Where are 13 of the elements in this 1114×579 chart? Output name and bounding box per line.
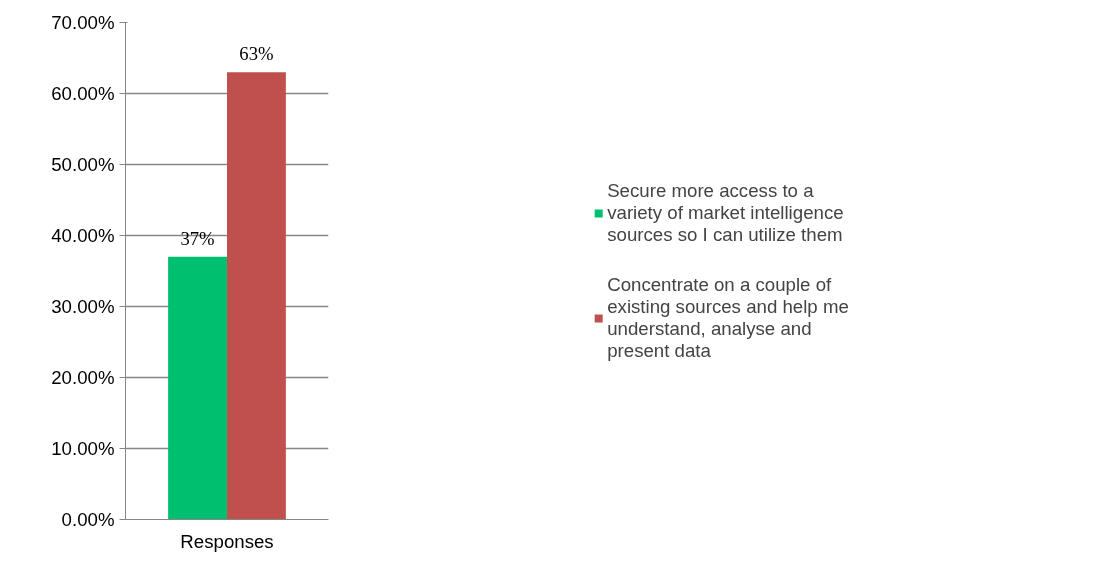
x-tick-label: Responses [180,530,274,552]
data-label: 63% [239,43,274,65]
y-tick-label: 20.00% [51,367,115,388]
y-tick-label: 70.00% [51,12,115,33]
legend-label: Secure more access to a variety of market intelligence sources so I can utilize them [607,179,844,246]
legend-label: Concentrate on a couple of existing sources and help me understand, analyse and present data [607,273,849,362]
y-tick-label: 50.00% [51,154,115,175]
y-tick-label: 60.00% [51,83,115,104]
y-tick-label: 30.00% [51,296,115,317]
y-tick-label: 10.00% [51,438,115,459]
y-tick-label: 0.00% [61,509,115,530]
y-tick-label: 40.00% [51,225,115,246]
data-label: 37% [180,227,215,249]
